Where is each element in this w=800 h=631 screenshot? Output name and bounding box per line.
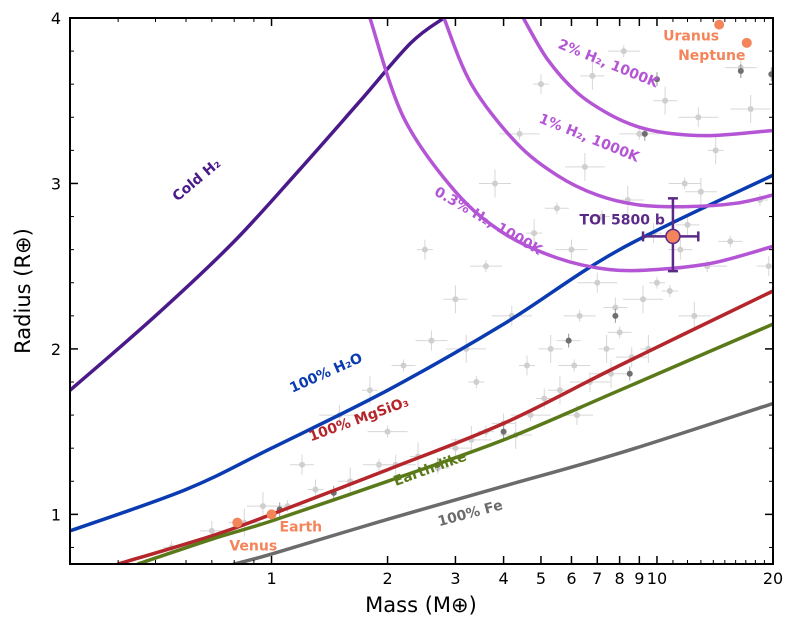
background-planet [712,147,719,154]
background-planet [571,362,578,369]
x-tick-label: 3 [450,569,460,588]
background-planet-dark [626,370,633,377]
curve-0-3-h-1000k [368,18,773,273]
composition-curves [70,18,773,564]
background-planet [482,263,489,270]
background-planet [603,345,610,352]
planet-label-uranus: Uranus [663,29,719,45]
planet-venus [232,517,243,528]
background-planet [452,296,459,303]
x-tick-label: 5 [536,569,546,588]
background-planet [594,279,601,286]
toi5800b-point [665,228,681,245]
curve-earth-like [136,322,773,564]
x-tick-label: 8 [615,569,625,588]
background-planet-dark [565,337,572,344]
planet-earth [266,509,277,520]
background-planet [492,180,499,187]
background-planet [640,296,647,303]
background-planet [421,246,428,253]
background-planet [747,106,754,112]
background-planet [473,379,480,385]
planet-neptune [741,37,752,48]
y-axis-label: Radius (R⊕) [11,228,35,354]
x-axis-label: Mass (M⊕) [365,593,477,617]
background-planet [541,395,548,402]
y-tick-label: 4 [51,9,61,28]
background-planet [568,246,575,253]
background-planet-dark [653,76,660,83]
curve-2-h-1000k [521,18,773,138]
background-planet [400,362,407,369]
background-planet-dark [612,312,619,319]
x-tick-label: 10 [647,569,667,588]
background-planet [653,279,660,286]
background-planet [581,163,588,170]
axis-ticks: 1 2 3 4 5 6 7 8 9 10 20 1 2 3 4 [51,9,783,588]
background-planet [765,263,772,270]
background-planet-dark [768,71,773,78]
background-planet [573,412,580,419]
planet-label-venus: Venus [229,539,277,555]
background-planet [537,81,544,88]
background-planet [452,445,459,452]
background-planet [527,412,534,419]
background-planet [547,345,554,352]
y-tick-label: 2 [51,340,61,359]
background-planet [556,387,563,394]
background-planet [691,312,698,319]
x-tick-label: 2 [382,569,392,588]
x-tick-label: 6 [566,569,576,588]
background-planet [516,130,523,137]
background-planet [636,130,643,137]
background-planet [677,246,684,253]
background-planet [531,230,538,237]
planet-label-earth: Earth [280,519,323,535]
curve-1-h-1000k [442,18,773,209]
x-tick-label: 7 [592,569,602,588]
background-planet-dark [737,67,744,74]
background-planet [366,387,373,394]
background-planet [553,205,560,212]
curve-100-h-o [70,173,773,533]
background-planet [312,486,319,493]
background-planet [598,213,605,220]
background-planet [727,238,734,245]
background-planet [666,288,673,294]
background-planet [612,304,619,311]
y-tick-label: 1 [51,505,61,524]
background-planet [697,188,704,195]
background-planet [208,527,215,534]
background-planet [695,114,702,121]
x-tick-label: 4 [498,569,508,588]
planet-uranus [714,19,725,30]
x-tick-label: 1 [266,569,276,588]
background-planet [384,428,391,435]
planet-label-neptune: Neptune [678,48,745,64]
x-tick-label: 9 [634,569,644,588]
curve-cold-h [70,18,446,393]
background-planet [428,337,435,344]
background-planet [620,48,627,55]
background-planet [259,503,266,510]
background-planet [681,180,688,187]
toi5800b-label: TOI 5800 b [580,212,665,228]
background-planet [589,72,596,79]
background-planet [576,312,583,319]
curve-100-mgsio [116,289,773,564]
background-planet [684,221,691,228]
y-tick-label: 3 [51,174,61,193]
plot-background [70,18,773,564]
x-tick-label: 20 [763,569,783,588]
background-planet [523,362,530,369]
background-planet-dark [641,130,648,137]
background-planet [299,461,306,468]
plot-frame [69,17,774,565]
curve-100-fe [232,401,773,564]
background-planet [616,329,623,336]
background-planet [662,97,669,104]
background-planet-dark [500,428,507,435]
